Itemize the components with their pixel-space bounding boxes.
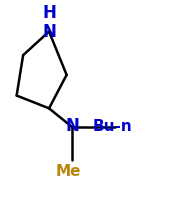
Text: H: H	[42, 4, 56, 22]
Text: Me: Me	[56, 164, 81, 179]
Text: N: N	[65, 117, 79, 136]
Text: N: N	[42, 22, 56, 41]
Text: Bu-n: Bu-n	[92, 119, 132, 134]
